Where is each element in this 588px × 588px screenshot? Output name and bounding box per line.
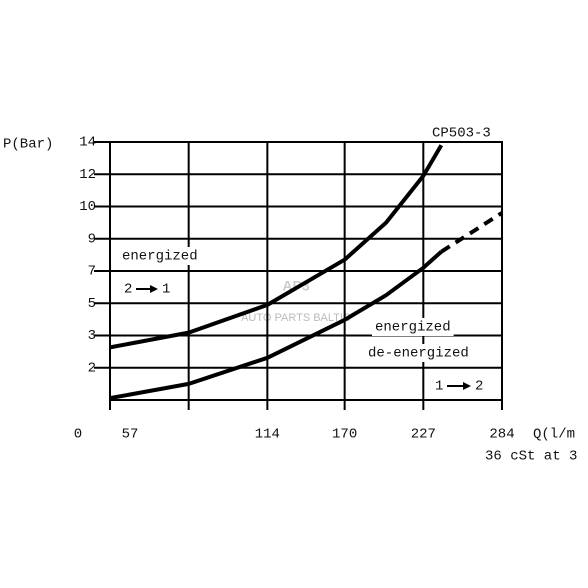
chart-title: CP503-3 xyxy=(432,126,491,142)
annotation: energized xyxy=(122,249,198,265)
y-tick-label: 7 xyxy=(88,264,96,280)
arrow-head xyxy=(463,382,471,390)
series-line xyxy=(440,211,504,254)
y-tick-label: 12 xyxy=(79,167,96,183)
series-line xyxy=(109,144,444,350)
x-axis-label: Q(l/m xyxy=(533,427,575,443)
x-tick-label: 284 xyxy=(489,427,514,443)
annotation: 1 xyxy=(162,282,170,298)
annotation-bg xyxy=(472,377,487,395)
note: 36 cSt at 3 xyxy=(485,449,577,465)
y-tick-label: 14 xyxy=(79,135,96,151)
annotation-bg xyxy=(119,247,201,265)
annotation: 2 xyxy=(475,379,483,395)
x-tick-label: 0 xyxy=(74,427,82,443)
x-tick-label: 170 xyxy=(332,427,357,443)
series-line xyxy=(109,250,443,401)
x-tick-label: 227 xyxy=(411,427,436,443)
annotation: 1 xyxy=(435,379,443,395)
annotation-bg xyxy=(159,280,174,298)
y-tick-label: 5 xyxy=(88,296,96,312)
y-axis-label: P(Bar) xyxy=(3,137,53,153)
x-tick-label: 57 xyxy=(122,427,139,443)
annotation-bg xyxy=(372,318,454,336)
annotation-bg xyxy=(121,280,136,298)
annotation: energized xyxy=(375,320,451,336)
annotation-bg xyxy=(365,344,472,362)
watermark-sub: AUTO PARTS BALTIC xyxy=(241,312,351,324)
watermark: AP3 xyxy=(282,278,309,294)
arrow-head xyxy=(150,285,158,293)
y-tick-label: 2 xyxy=(88,360,96,376)
y-tick-label: 9 xyxy=(88,231,96,247)
y-tick-label: 3 xyxy=(88,328,96,344)
annotation: de-energized xyxy=(368,346,469,362)
annotation-bg xyxy=(432,377,447,395)
x-tick-label: 114 xyxy=(255,427,280,443)
annotation: 2 xyxy=(124,282,132,298)
y-tick-label: 10 xyxy=(79,199,96,215)
